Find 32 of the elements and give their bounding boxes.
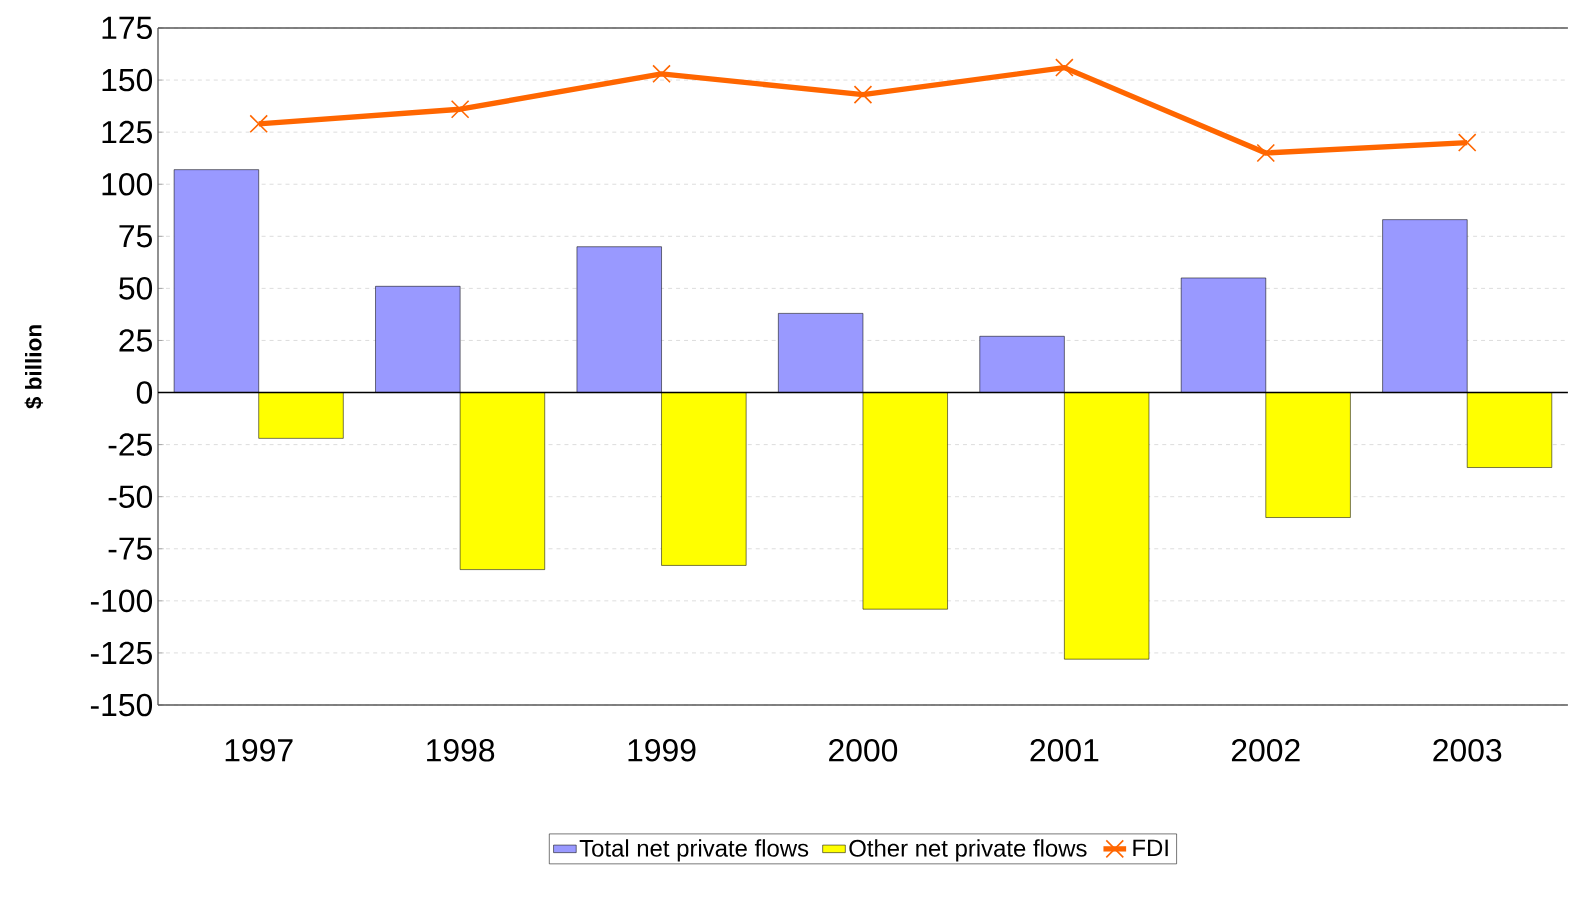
point	[450, 99, 470, 119]
x-tick-label: 2002	[1231, 739, 1300, 762]
x-tick-label: 2001	[1030, 739, 1099, 762]
point	[1256, 143, 1276, 163]
point	[1055, 58, 1074, 77]
y-tick-label: -100	[90, 589, 153, 613]
y-tick-label: 0	[136, 381, 153, 404]
y-tick-label: 150	[102, 68, 153, 92]
y-tick-label: 100	[102, 172, 153, 196]
point	[249, 114, 268, 134]
x-tick-label: 1998	[427, 739, 495, 762]
legend-label: FDI	[1133, 839, 1168, 857]
y-tick-label: -150	[90, 693, 153, 717]
y-tick-label: 75	[119, 225, 152, 248]
y-tick-label: -125	[90, 641, 152, 665]
point	[652, 64, 671, 84]
legend-label: Total net private flows	[579, 839, 809, 862]
x-tick-label: 2003	[1433, 739, 1502, 762]
y-tick-label: -50	[108, 485, 153, 508]
y-tick-label: 175	[102, 16, 152, 40]
x-tick-label: 2000	[829, 739, 898, 762]
legend-label: Other net private flows	[849, 839, 1087, 862]
point	[853, 85, 873, 104]
y-tick-label: -75	[108, 537, 152, 560]
point	[1457, 133, 1477, 152]
y-tick-label: -25	[108, 433, 152, 456]
y-tick-label: 125	[102, 120, 152, 144]
y-tick-label: 25	[119, 329, 152, 352]
y-tick-label: 50	[119, 277, 153, 300]
y-axis-title: $ billion	[24, 325, 44, 409]
x-tick-label: 1997	[225, 739, 293, 762]
x-tick-label: 1999	[628, 739, 696, 762]
